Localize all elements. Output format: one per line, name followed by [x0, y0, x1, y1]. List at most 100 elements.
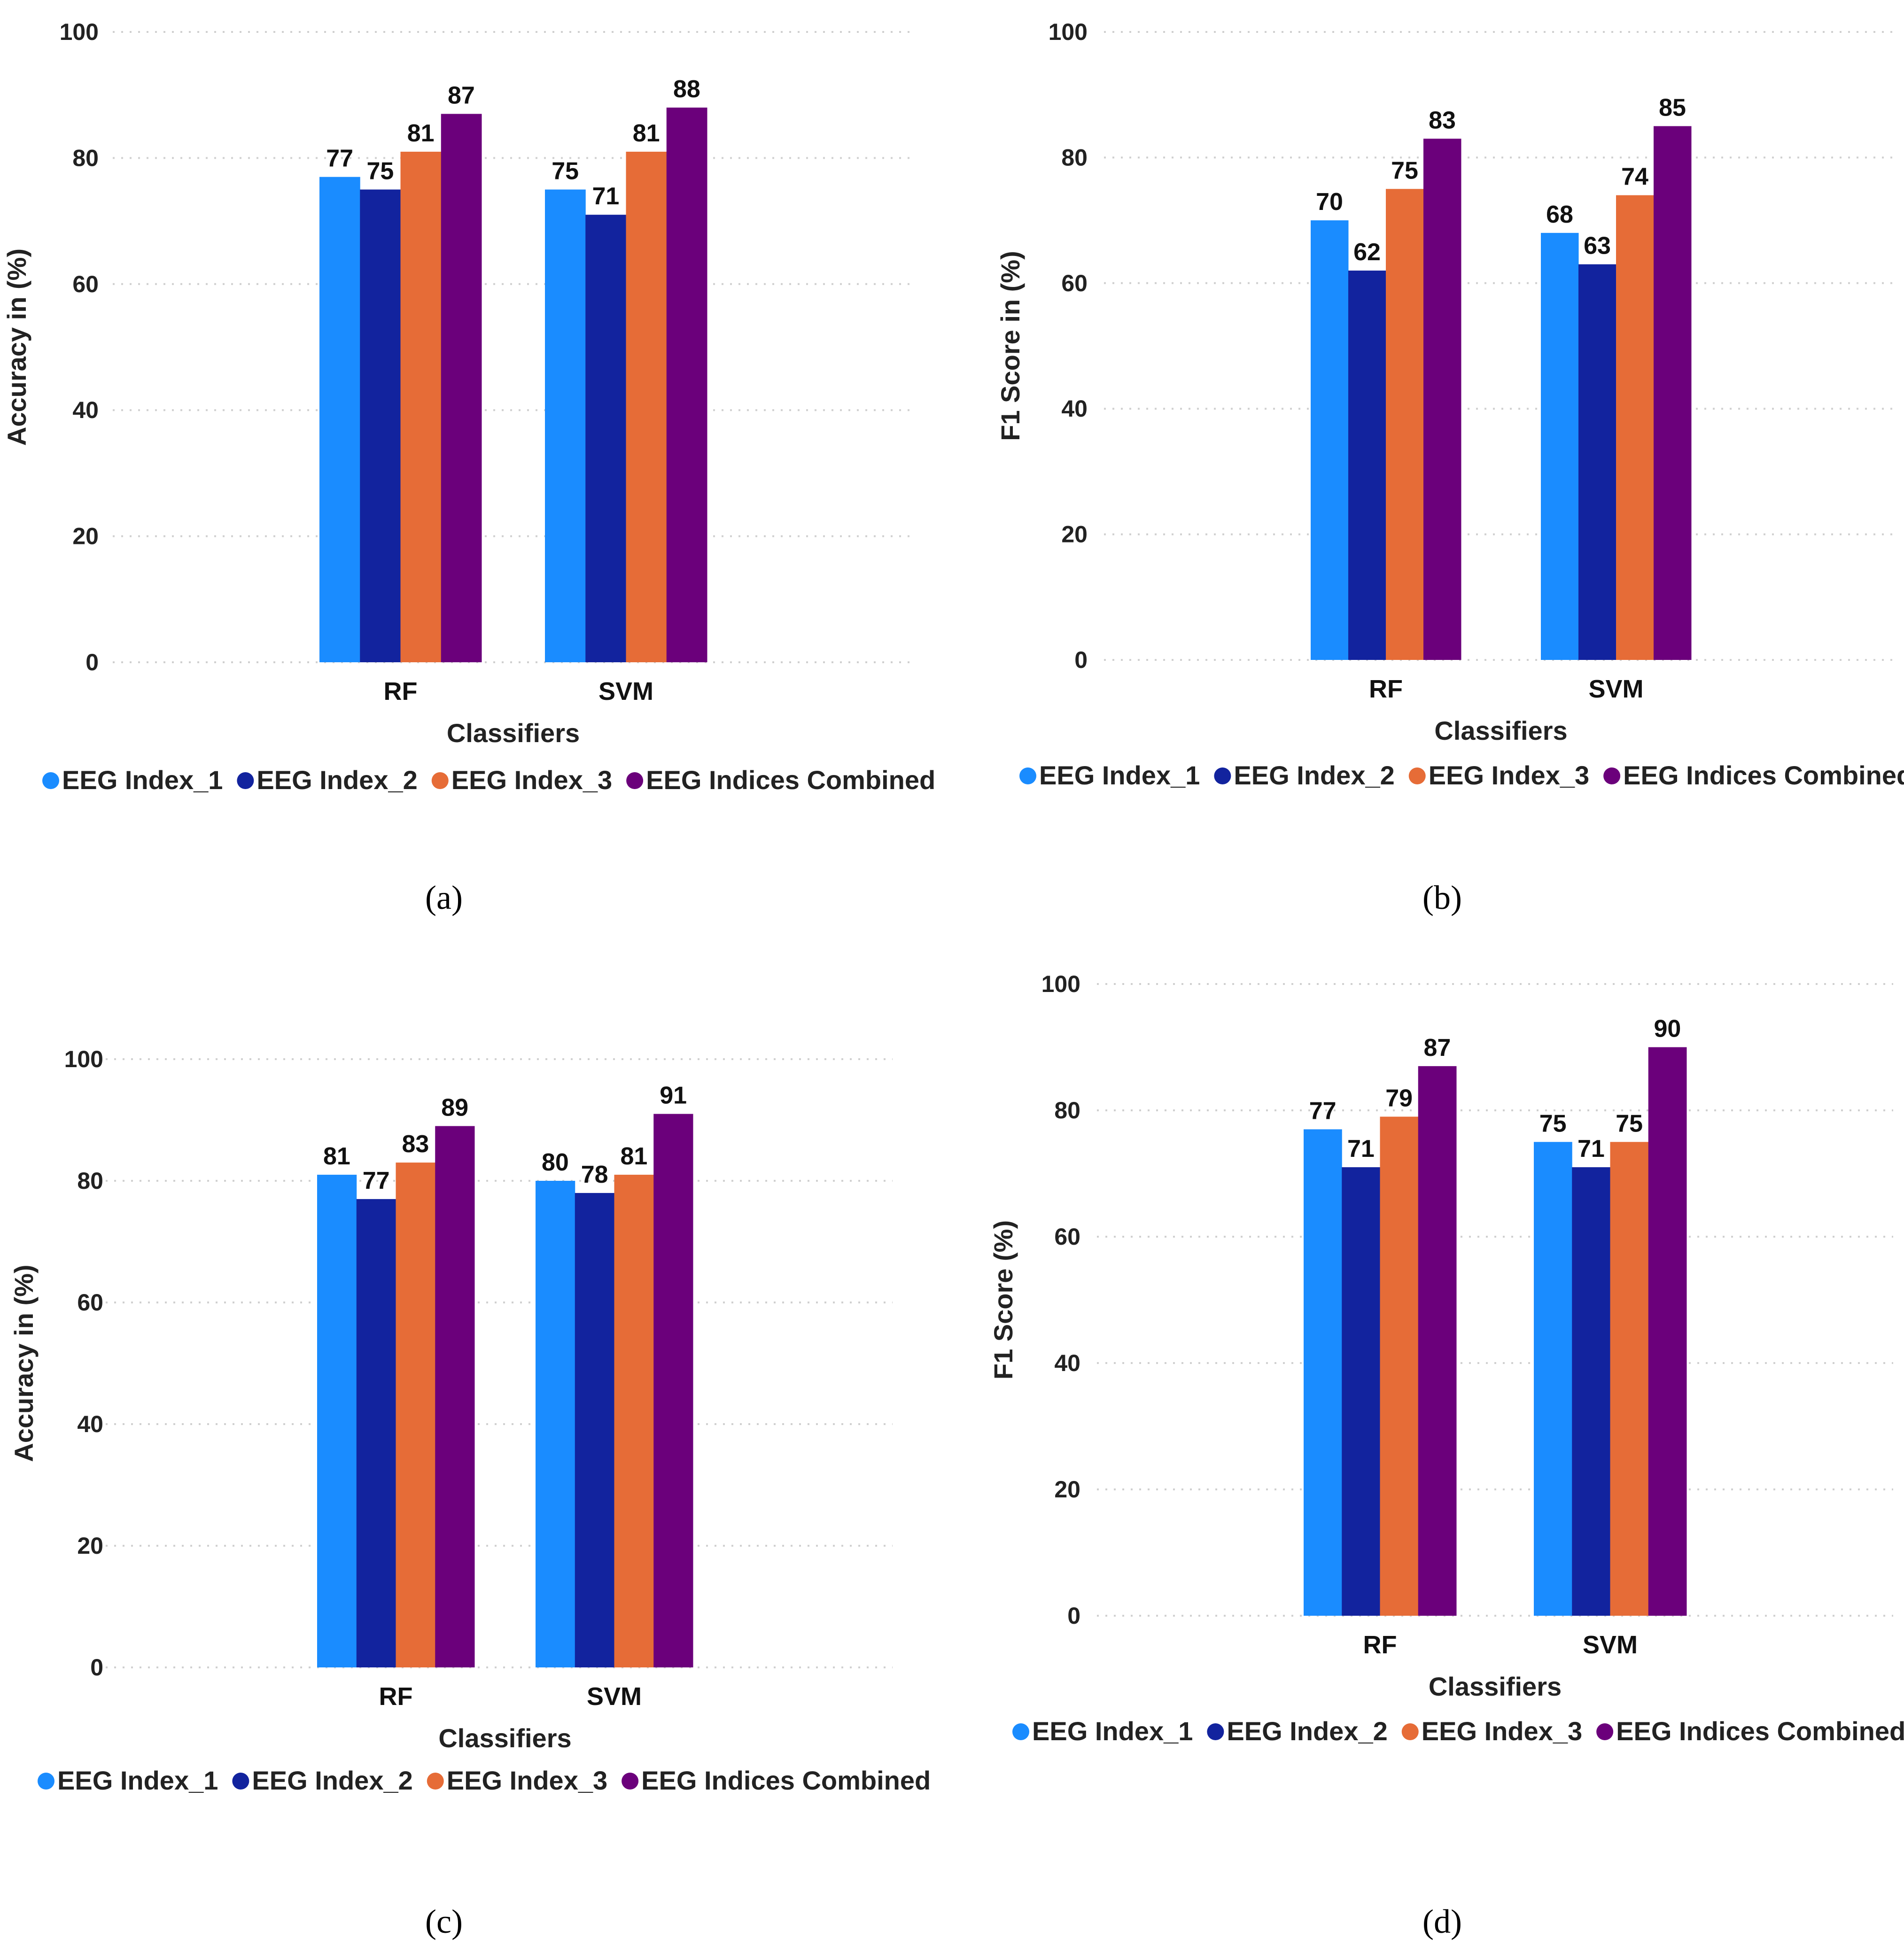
bar-data-label: 75: [1616, 1110, 1643, 1137]
bar-data-label: 88: [673, 76, 700, 103]
bar: [1418, 1066, 1457, 1616]
legend-entry: EEG Index_2: [1234, 760, 1394, 790]
panel-c: 0 20 40 60 80 100 81 77 83 89 RF 80 78 81 91 SVM Classif…: [9, 1046, 931, 1940]
bar: [1342, 1167, 1380, 1616]
legend-marker: [237, 772, 254, 789]
bar: [1572, 1167, 1610, 1616]
bar: [575, 1193, 614, 1667]
bar-data-label: 81: [620, 1143, 647, 1170]
bar-data-label: 78: [581, 1161, 608, 1188]
bar: [1610, 1142, 1649, 1616]
bar-data-label: 81: [633, 120, 660, 147]
panel-caption: (a): [425, 879, 463, 916]
bar-data-label: 75: [1391, 157, 1418, 184]
bar: [653, 1114, 693, 1667]
y-tick-label: 100: [1041, 971, 1080, 997]
legend-entry: EEG Index_1: [57, 1766, 218, 1795]
bar-data-label: 71: [1578, 1135, 1605, 1162]
y-tick-label: 100: [64, 1046, 103, 1072]
y-tick-label: 60: [72, 271, 99, 297]
bar: [1654, 126, 1692, 660]
bar: [1648, 1047, 1687, 1616]
y-tick-label: 80: [72, 145, 99, 171]
legend-marker: [1012, 1723, 1029, 1740]
bar-data-label: 62: [1353, 239, 1381, 266]
y-tick-label: 80: [1054, 1097, 1080, 1124]
x-axis-title: Classifiers: [1434, 716, 1567, 745]
bar: [1380, 1116, 1419, 1616]
bar-data-label: 77: [1309, 1097, 1337, 1124]
legend-entry: EEG Index_3: [447, 1766, 607, 1795]
y-axis-title: F1 Score (%): [988, 1220, 1018, 1379]
bar-data-label: 89: [441, 1094, 468, 1121]
y-tick-label: 0: [1074, 647, 1088, 673]
bar-data-label: 87: [1423, 1034, 1451, 1062]
bar: [1534, 1142, 1572, 1616]
bar-data-label: 74: [1621, 163, 1648, 191]
legend-entry: EEG Index_1: [1032, 1716, 1193, 1746]
panel-d: 0 20 40 60 80 100 77 71 79 87 RF 75 71 75 90 SVM Classif…: [988, 971, 1904, 1940]
bar-data-label: 87: [448, 82, 475, 109]
legend-entry: EEG Index_3: [1422, 1716, 1582, 1746]
legend-entry: EEG Index_1: [62, 765, 223, 795]
bar-data-label: 85: [1659, 94, 1686, 122]
bar-data-label: 81: [407, 120, 435, 147]
y-tick-label: 0: [85, 649, 99, 675]
legend-marker: [232, 1773, 249, 1790]
bar-data-label: 91: [660, 1082, 687, 1109]
x-category-label: SVM: [1583, 1631, 1638, 1659]
legend-entry: EEG Index_2: [252, 1766, 412, 1795]
y-tick-label: 100: [1049, 19, 1088, 45]
bar: [441, 114, 482, 663]
bar-data-label: 83: [1429, 107, 1456, 134]
y-axis-title: Accuracy in (%): [2, 248, 31, 446]
bar-data-label: 63: [1584, 232, 1611, 260]
legend-entry: EEG Indices Combined: [641, 1766, 931, 1795]
bar: [319, 177, 360, 662]
y-tick-label: 40: [1061, 395, 1088, 422]
bar: [396, 1162, 435, 1667]
y-tick-label: 20: [1061, 521, 1088, 548]
x-axis-title: Classifiers: [447, 718, 580, 748]
legend-marker: [42, 772, 59, 789]
y-tick-label: 60: [1054, 1224, 1080, 1250]
legend-entry: EEG Index_2: [1227, 1716, 1387, 1746]
y-tick-label: 0: [1067, 1603, 1080, 1629]
x-category-label: SVM: [1588, 675, 1643, 703]
x-category-label: RF: [1369, 675, 1403, 703]
bar: [1578, 264, 1616, 660]
bar: [1348, 271, 1386, 660]
bar-data-label: 77: [363, 1167, 390, 1194]
bar-data-label: 75: [552, 158, 579, 185]
bar-data-label: 68: [1546, 201, 1573, 228]
legend-entry: EEG Indices Combined: [1616, 1716, 1904, 1746]
legend-marker: [1401, 1723, 1419, 1740]
bar: [626, 151, 667, 663]
bar: [317, 1175, 357, 1667]
x-category-label: SVM: [587, 1682, 642, 1711]
x-category-label: SVM: [598, 677, 653, 705]
legend-entry: EEG Index_1: [1039, 760, 1200, 790]
bar-data-label: 80: [542, 1149, 569, 1176]
legend-marker: [427, 1773, 444, 1790]
y-tick-label: 60: [1061, 270, 1088, 296]
panel-caption: (b): [1422, 879, 1462, 916]
panel-b: 0 20 40 60 80 100 70 62 75 83 RF 68 63 74 85 SVM Classif…: [995, 19, 1904, 916]
y-axis-title: F1 Score in (%): [995, 251, 1025, 441]
legend-marker: [1207, 1723, 1224, 1740]
bar: [356, 1199, 396, 1667]
bar-data-label: 71: [1347, 1135, 1375, 1162]
y-tick-label: 100: [60, 19, 99, 45]
y-tick-label: 20: [1054, 1476, 1080, 1503]
bar-data-label: 75: [1539, 1110, 1567, 1137]
bar: [1616, 195, 1654, 660]
bar-data-label: 90: [1654, 1015, 1681, 1043]
bar: [1423, 139, 1461, 660]
y-tick-label: 40: [72, 397, 99, 423]
bar: [1541, 232, 1579, 660]
legend-marker: [626, 772, 644, 789]
y-tick-label: 20: [72, 523, 99, 550]
legend-marker: [1408, 767, 1426, 784]
legend-marker: [1603, 767, 1621, 784]
